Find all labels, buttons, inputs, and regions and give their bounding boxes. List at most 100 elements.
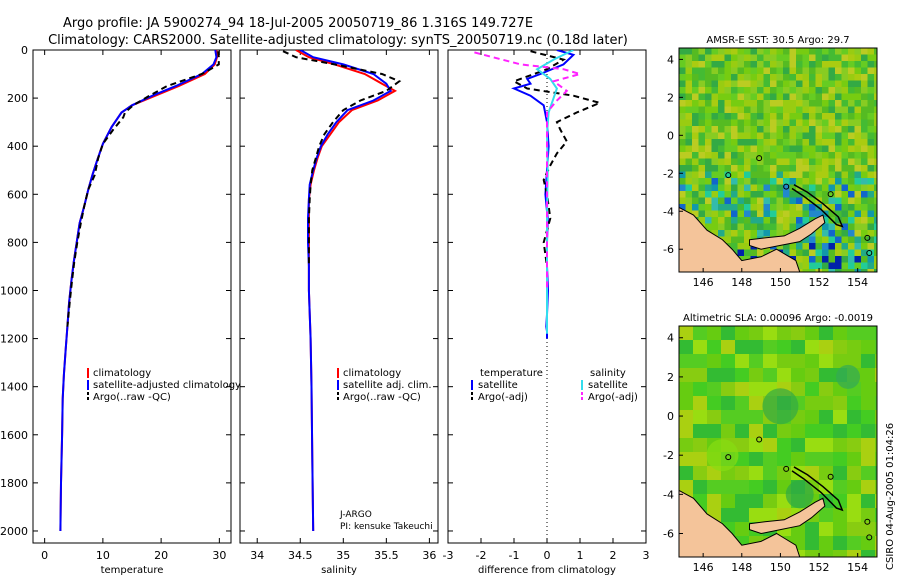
sla-blob	[762, 388, 799, 425]
legend-label: temperature	[480, 368, 543, 379]
plot-frame	[239, 49, 439, 544]
annotation-text: PI: kensuke Takeuchi	[340, 522, 433, 532]
x-tick-label: 3	[643, 549, 650, 562]
map-x-tick-label: 148	[731, 276, 752, 289]
land-new-britain	[749, 497, 826, 535]
x-tick-label: 34	[250, 549, 264, 562]
legend-label: Argo(-adj)	[588, 392, 638, 403]
legend-label: Argo(-adj)	[478, 392, 528, 403]
island	[866, 250, 873, 257]
x-tick-label: 35	[336, 549, 350, 562]
x-tick-label: -1	[509, 549, 520, 562]
island	[725, 454, 732, 461]
profile-panel-3: -3 -2 -1 0 1 2 3 difference from climatology tem…	[443, 49, 650, 576]
series-line-argo-raw-qc-	[282, 50, 402, 267]
x-tick-label: 35.5	[374, 549, 399, 562]
series-line-argo-raw-qc-	[66, 51, 220, 327]
map-field	[679, 326, 877, 557]
plot-frame	[32, 49, 232, 544]
map-y-tick-label: 4	[667, 332, 674, 345]
series-group	[282, 50, 402, 532]
legend-label: climatology	[93, 368, 151, 379]
island	[725, 172, 732, 179]
figure-title-line1: Argo profile: JA 5900274_94 18-Jul-2005 …	[63, 16, 533, 31]
map-y-tick-label: -6	[663, 528, 674, 541]
map-x-tick-label: 152	[809, 276, 830, 289]
map-panel-1: AMSR-E SST: 30.5 Argo: 29.7 146 148 150 152 1…	[663, 35, 878, 289]
map-x-tick-label: 150	[770, 561, 791, 574]
legend-label: Argo(..raw -QC)	[343, 392, 421, 403]
y-tick-label: 1600	[0, 429, 28, 442]
series-group	[59, 50, 220, 532]
land-new-guinea	[679, 206, 801, 272]
x-tick-label: 10	[96, 549, 110, 562]
x-axis-label: salinity	[321, 565, 357, 576]
x-tick-label: 0	[41, 549, 48, 562]
island	[756, 436, 763, 443]
map-field	[679, 48, 877, 272]
land-new-guinea	[679, 489, 801, 557]
y-tick-label: 1000	[0, 284, 28, 297]
x-tick-label: 36	[422, 549, 436, 562]
land-new-britain	[749, 214, 826, 250]
island	[827, 191, 834, 198]
map-x-tick-label: 148	[731, 561, 752, 574]
legend-label: Argo(..raw -QC)	[93, 392, 171, 403]
map-y-tick-label: -4	[663, 488, 674, 501]
figure-title-line2: Climatology: CARS2000. Satellite-adjuste…	[48, 33, 628, 48]
legend-label: satellite	[588, 380, 628, 391]
x-axis-label: difference from climatology	[478, 565, 616, 576]
y-tick-label: 400	[7, 140, 28, 153]
map-y-tick-label: -6	[663, 243, 674, 256]
map-x-tick-label: 154	[847, 561, 868, 574]
map-y-tick-label: 0	[667, 129, 674, 142]
island	[866, 534, 873, 541]
y-tick-label: 0	[21, 44, 28, 57]
map-x-tick-label: 150	[770, 276, 791, 289]
map-y-tick-label: -2	[663, 167, 674, 180]
island	[864, 518, 871, 525]
x-tick-label: 0	[544, 549, 551, 562]
map-title: AMSR-E SST: 30.5 Argo: 29.7	[706, 35, 849, 46]
map-y-tick-label: 2	[667, 371, 674, 384]
y-tick-label: 1200	[0, 333, 28, 346]
map-x-tick-label: 152	[809, 561, 830, 574]
x-axis-label: temperature	[101, 565, 164, 576]
x-tick-label: 34.5	[288, 549, 313, 562]
footer-stamp: CSIRO 04-Aug-2005 01:04:26	[885, 423, 896, 570]
map-x-tick-label: 154	[847, 276, 868, 289]
map-y-tick-label: 0	[667, 410, 674, 423]
map-title: Altimetric SLA: 0.00096 Argo: -0.0019	[683, 313, 873, 324]
x-tick-label: -3	[443, 549, 454, 562]
y-tick-label: 1800	[0, 477, 28, 490]
y-tick-label: 2000	[0, 525, 28, 538]
map-y-tick-label: -4	[663, 205, 674, 218]
series-line-temperature-argo-adj-	[511, 50, 603, 291]
legend-label: climatology	[343, 368, 401, 379]
map-y-tick-label: 2	[667, 91, 674, 104]
island	[783, 183, 790, 190]
x-tick-label: 1	[577, 549, 584, 562]
map-panel-2: Altimetric SLA: 0.00096 Argo: -0.0019 146…	[663, 313, 878, 574]
sla-blob	[706, 439, 739, 472]
y-tick-label: 1400	[0, 381, 28, 394]
island	[756, 155, 763, 162]
map-frame	[678, 47, 878, 273]
map-y-tick-label: -2	[663, 449, 674, 462]
sla-blob	[785, 480, 814, 509]
map-frame	[678, 325, 878, 558]
x-tick-label: 30	[212, 549, 226, 562]
map-x-tick-label: 146	[693, 276, 714, 289]
series-group	[474, 50, 603, 339]
legend-label: salinity	[590, 368, 626, 379]
land-new-ireland	[791, 466, 844, 512]
profile-panel-1: 0 10 20 30 0 200 400 600 800 1000 1200 1400 1600 1800…	[0, 44, 241, 576]
sla-blob	[836, 364, 861, 389]
y-tick-label: 800	[7, 236, 28, 249]
x-tick-label: -2	[476, 549, 487, 562]
map-y-tick-label: 4	[667, 53, 674, 66]
x-tick-label: 20	[154, 549, 168, 562]
island	[864, 234, 871, 241]
y-tick-label: 600	[7, 188, 28, 201]
